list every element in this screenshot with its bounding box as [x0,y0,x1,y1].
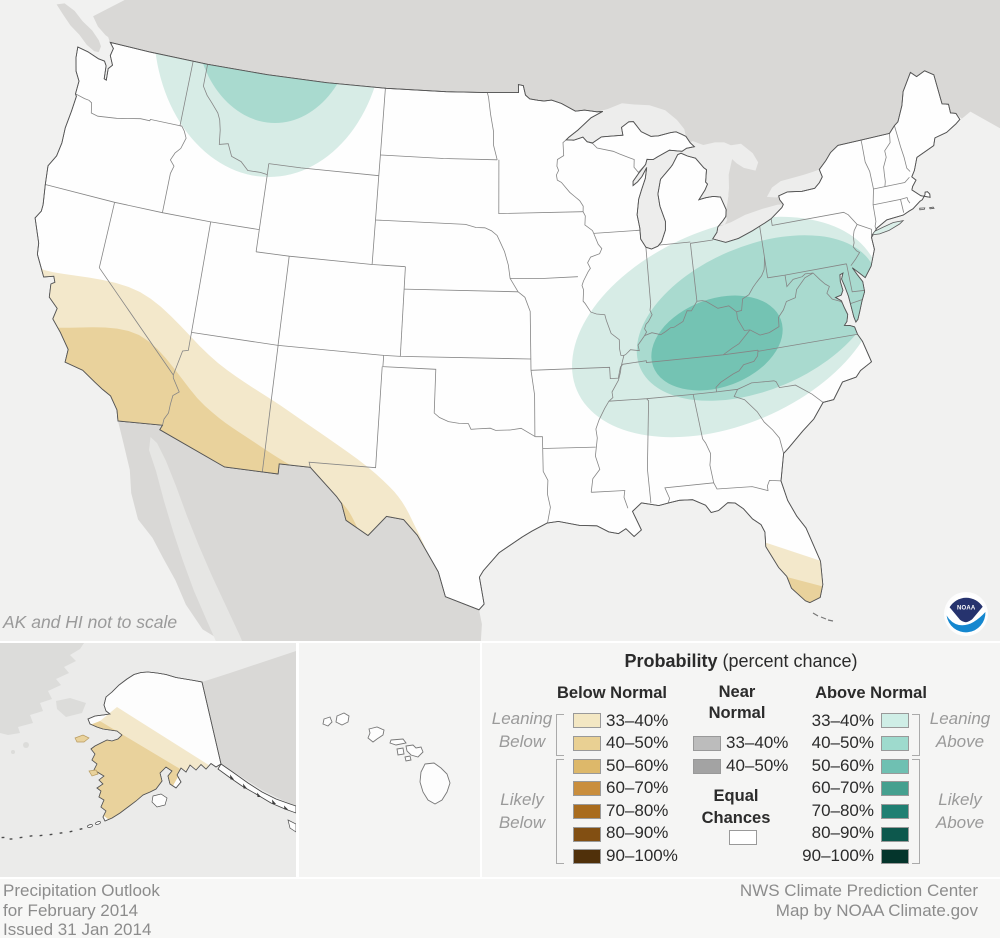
svg-text:NOAA: NOAA [957,605,976,611]
